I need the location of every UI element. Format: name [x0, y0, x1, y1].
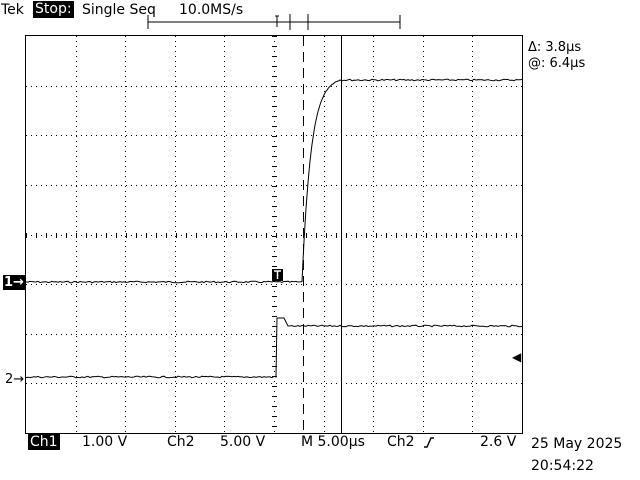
time-readout: 20:54:22 [531, 458, 594, 474]
graticule-grid [26, 36, 522, 432]
ch1-scale: 1.00 V [82, 434, 128, 450]
ch2-label: Ch2 [167, 434, 195, 450]
trigger-source: Ch2 [387, 434, 415, 450]
ch1-trace [25, 78, 523, 284]
ch2-scale: 5.00 V [220, 434, 266, 450]
acquisition-status: Stop: [33, 1, 74, 18]
acquisition-mode: Single Seq [82, 2, 156, 18]
date-readout: 25 May 2025 [531, 436, 623, 452]
ch1-ground-marker[interactable]: 1→ [3, 275, 25, 290]
trigger-level-marker[interactable]: ◀ [512, 350, 522, 364]
cursor-delta-readout: Δ: 3.8µs [528, 40, 582, 55]
sample-rate: 10.0MS/s [179, 2, 244, 18]
ch2-ground-marker[interactable]: 2→ [5, 372, 25, 387]
ch1-label: Ch1 [28, 434, 60, 450]
graticule-frame [25, 35, 523, 434]
trigger-position-marker [272, 269, 283, 281]
timebase-setting: M 5.00µs [301, 434, 365, 450]
cursor-position-readout: @: 6.4µs [528, 56, 586, 71]
trigger-level: 2.6 V [480, 434, 517, 450]
brand-label: Tek [1, 2, 24, 18]
record-position-indicator [147, 14, 401, 30]
rising-edge-icon [424, 437, 434, 448]
ch2-trace [25, 317, 523, 379]
